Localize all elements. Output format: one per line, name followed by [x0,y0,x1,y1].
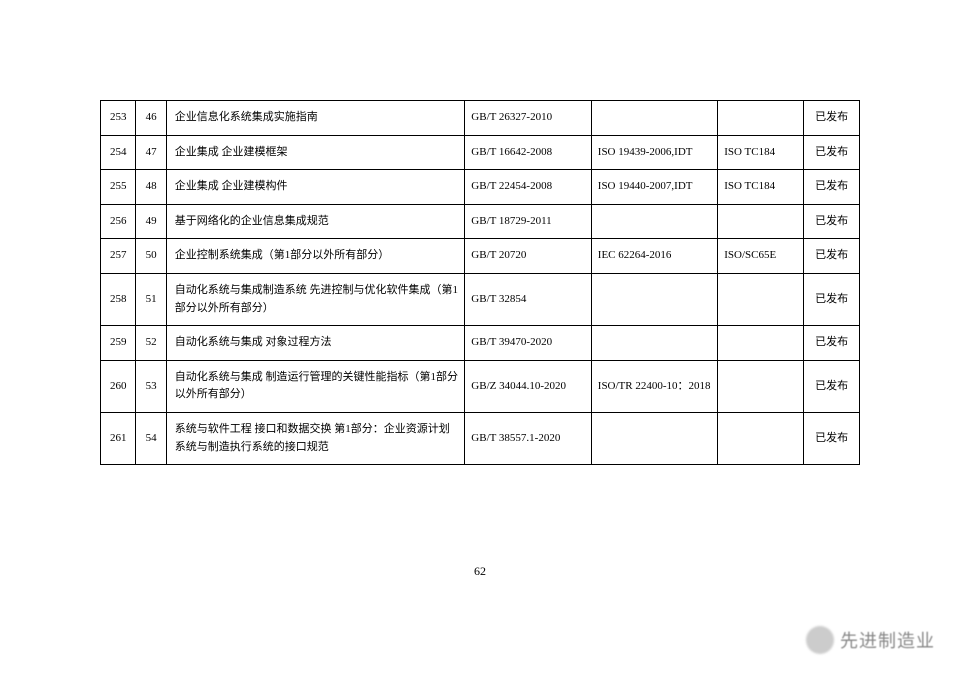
cell-seq2: 48 [136,170,166,205]
cell-seq1: 260 [101,360,136,412]
cell-iso_ref [591,273,717,325]
standards-table: 25346企业信息化系统集成实施指南GB/T 26327-2010已发布2544… [100,100,860,465]
page-number: 62 [0,564,960,579]
cell-standard: GB/Z 34044.10-2020 [465,360,591,412]
watermark-icon [806,626,834,654]
cell-name: 企业集成 企业建模框架 [166,135,465,170]
cell-standard: GB/T 26327-2010 [465,101,591,136]
cell-status: 已发布 [804,204,860,239]
cell-seq1: 253 [101,101,136,136]
cell-status: 已发布 [804,101,860,136]
cell-iso_ref [591,204,717,239]
cell-iso_ref: ISO 19440-2007,IDT [591,170,717,205]
table-row: 25346企业信息化系统集成实施指南GB/T 26327-2010 已发布 [101,101,860,136]
watermark-text: 先进制造业 [840,627,935,653]
cell-iso_ref: ISO 19439-2006,IDT [591,135,717,170]
cell-standard: GB/T 20720 [465,239,591,274]
cell-tc [718,204,804,239]
cell-seq2: 52 [136,326,166,361]
cell-tc [718,326,804,361]
table-row: 26053自动化系统与集成 制造运行管理的关键性能指标（第1部分以外所有部分）G… [101,360,860,412]
cell-standard: GB/T 39470-2020 [465,326,591,361]
cell-status: 已发布 [804,326,860,361]
table-row: 25548企业集成 企业建模构件GB/T 22454-2008ISO 19440… [101,170,860,205]
document-page: 25346企业信息化系统集成实施指南GB/T 26327-2010已发布2544… [0,0,960,505]
cell-tc: ISO/SC65E [718,239,804,274]
cell-seq2: 49 [136,204,166,239]
cell-seq2: 46 [136,101,166,136]
cell-standard: GB/T 22454-2008 [465,170,591,205]
cell-name: 自动化系统与集成制造系统 先进控制与优化软件集成（第1部分以外所有部分） [166,273,465,325]
cell-name: 自动化系统与集成 制造运行管理的关键性能指标（第1部分以外所有部分） [166,360,465,412]
cell-tc [718,412,804,464]
cell-seq1: 261 [101,412,136,464]
cell-status: 已发布 [804,170,860,205]
table-row: 25750企业控制系统集成（第1部分以外所有部分）GB/T 20720IEC 6… [101,239,860,274]
cell-tc [718,101,804,136]
cell-seq1: 256 [101,204,136,239]
cell-seq1: 257 [101,239,136,274]
cell-seq2: 54 [136,412,166,464]
cell-seq1: 259 [101,326,136,361]
cell-seq1: 255 [101,170,136,205]
table-body: 25346企业信息化系统集成实施指南GB/T 26327-2010已发布2544… [101,101,860,465]
table-row: 26154系统与软件工程 接口和数据交换 第1部分：企业资源计划系统与制造执行系… [101,412,860,464]
table-row: 25649基于网络化的企业信息集成规范GB/T 18729-2011 已发布 [101,204,860,239]
cell-iso_ref [591,412,717,464]
cell-name: 企业集成 企业建模构件 [166,170,465,205]
cell-name: 企业信息化系统集成实施指南 [166,101,465,136]
cell-seq1: 254 [101,135,136,170]
cell-seq2: 51 [136,273,166,325]
cell-seq2: 50 [136,239,166,274]
cell-iso_ref [591,101,717,136]
cell-status: 已发布 [804,360,860,412]
cell-standard: GB/T 18729-2011 [465,204,591,239]
cell-iso_ref: ISO/TR 22400-10：2018 [591,360,717,412]
cell-tc [718,273,804,325]
cell-iso_ref [591,326,717,361]
cell-seq2: 47 [136,135,166,170]
cell-name: 系统与软件工程 接口和数据交换 第1部分：企业资源计划系统与制造执行系统的接口规… [166,412,465,464]
cell-seq2: 53 [136,360,166,412]
cell-tc [718,360,804,412]
cell-status: 已发布 [804,273,860,325]
cell-seq1: 258 [101,273,136,325]
cell-standard: GB/T 38557.1-2020 [465,412,591,464]
cell-tc: ISO TC184 [718,135,804,170]
table-row: 25952自动化系统与集成 对象过程方法GB/T 39470-2020 已发布 [101,326,860,361]
cell-status: 已发布 [804,135,860,170]
cell-name: 企业控制系统集成（第1部分以外所有部分） [166,239,465,274]
cell-status: 已发布 [804,412,860,464]
cell-status: 已发布 [804,239,860,274]
table-row: 25851自动化系统与集成制造系统 先进控制与优化软件集成（第1部分以外所有部分… [101,273,860,325]
cell-tc: ISO TC184 [718,170,804,205]
cell-iso_ref: IEC 62264-2016 [591,239,717,274]
cell-standard: GB/T 32854 [465,273,591,325]
table-row: 25447企业集成 企业建模框架GB/T 16642-2008ISO 19439… [101,135,860,170]
watermark: 先进制造业 [806,626,935,654]
cell-name: 基于网络化的企业信息集成规范 [166,204,465,239]
cell-name: 自动化系统与集成 对象过程方法 [166,326,465,361]
cell-standard: GB/T 16642-2008 [465,135,591,170]
